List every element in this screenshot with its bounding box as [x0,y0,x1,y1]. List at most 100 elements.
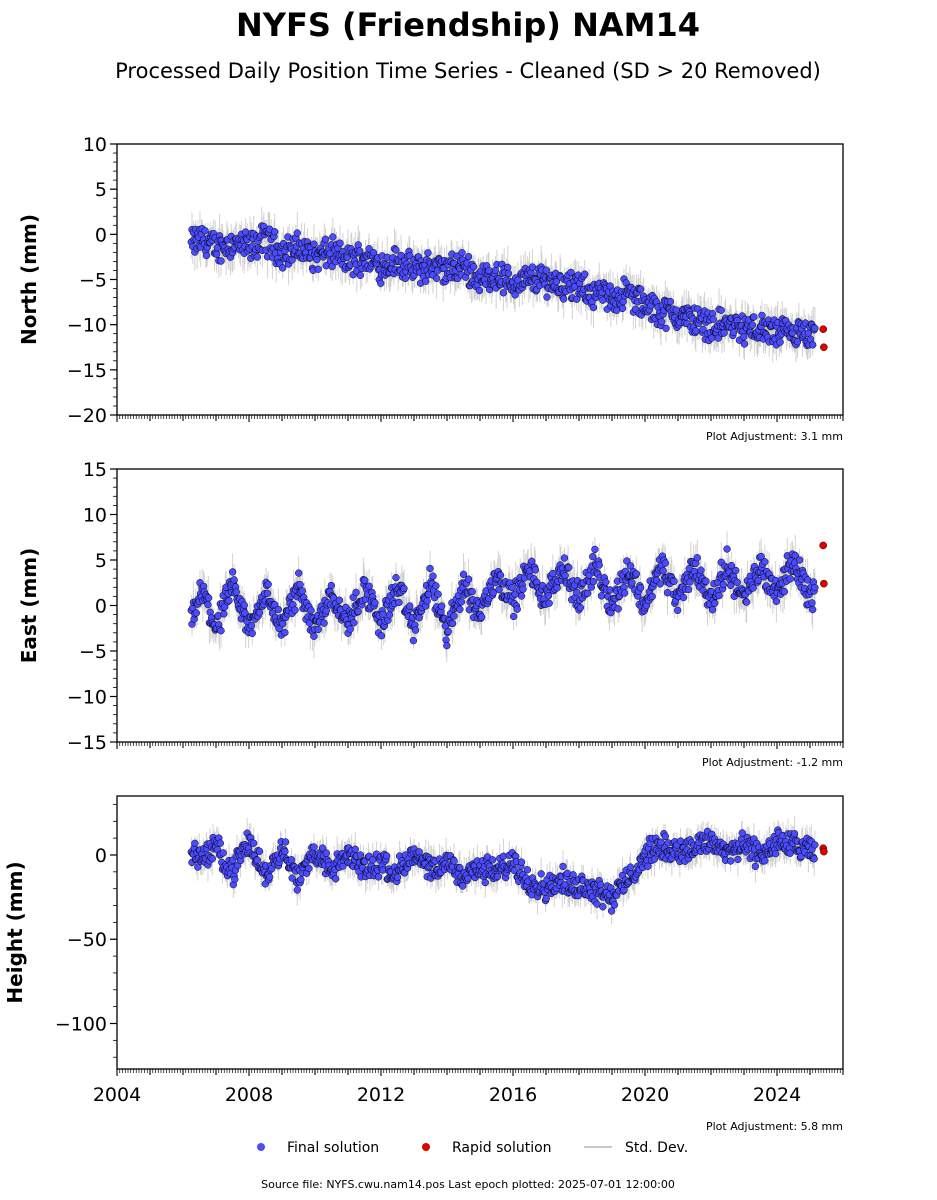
chart-subtitle: Processed Daily Position Time Series - C… [115,59,821,83]
final-solution-point [470,263,478,271]
final-solution-point [727,581,735,590]
final-solution-point [496,571,505,579]
y-tick-label: 5 [95,179,107,201]
final-solution-point [192,609,200,617]
final-solution-point [310,240,318,248]
final-solution-point [444,627,452,636]
final-solution-point [194,863,202,871]
final-solution-point [499,289,508,297]
y-tick-label: 10 [83,134,107,156]
final-solution-point [528,557,536,565]
final-solution-point [335,596,344,604]
final-solution-point [296,581,304,589]
final-solution-point [295,569,303,577]
final-solution-point [659,567,667,575]
final-solution-point [350,619,358,627]
final-solution-point [448,619,457,628]
final-solution-point [255,609,264,617]
final-solution-point [213,250,221,258]
final-solution-point [401,274,410,283]
final-solution-point [281,628,289,637]
final-solution-point [708,606,717,614]
final-solution-point [392,246,400,254]
final-solution-point [648,592,656,601]
final-solution-point [422,277,430,285]
final-solution-point [552,277,561,286]
final-solution-point [811,324,819,332]
final-solution-point [326,249,334,258]
final-solution-point [279,264,287,272]
final-solution-point [662,324,670,333]
final-solution-point [228,568,237,576]
north-panel: −20 −15 −10 −5 0 5 10 North (mm) Plot Adjustment… [17,134,844,443]
final-solution-point [614,605,622,613]
final-solution-point [379,610,387,619]
final-solution-point [279,620,287,628]
y-tick-label: 15 [83,459,107,481]
final-solution-point [567,268,575,277]
y-tick-label: 0 [95,224,107,246]
final-solution-point [392,573,400,582]
final-solution-point [793,338,802,346]
final-solution-point [406,602,414,610]
final-solution-point [459,570,468,578]
y-tick-label: 5 [95,550,107,572]
y-tick-label: −15 [67,732,107,754]
final-solution-point [543,293,551,301]
final-solution-point [468,587,476,596]
final-solution-point [727,561,736,570]
y-axis-label: North (mm) [17,214,41,345]
final-solution-point [434,590,442,598]
final-solution-point [328,262,336,271]
final-solution-point [464,253,473,261]
final-solution-point [748,321,757,329]
final-solution-point [679,593,688,602]
final-solution-point [322,607,330,615]
plot-adjustment-note: Plot Adjustment: -1.2 mm [702,756,843,769]
final-solution-point [519,585,527,593]
final-solution-point [248,629,256,637]
final-solution-point [395,598,403,607]
y-tick-label: −5 [79,641,107,663]
final-solution-point [456,605,464,613]
rapid-solution-point [819,325,828,333]
final-solution-point [219,849,227,857]
final-solution-point [544,592,553,600]
final-solution-point [581,270,589,278]
final-solution-point [561,571,569,580]
y-tick-label: −10 [67,687,107,709]
final-solution-point [517,592,526,600]
final-solution-points [187,222,819,349]
final-solution-point [658,318,666,326]
final-solution-point [217,627,225,635]
rapid-solution-point [820,343,828,352]
final-solution-point [291,606,299,614]
final-solution-point [719,580,728,589]
final-solution-point [740,333,748,341]
final-solution-point [202,251,211,260]
final-solution-point [464,575,473,583]
final-solution-point [693,554,701,562]
final-solution-point [509,612,518,621]
final-solution-point [656,580,664,588]
final-solution-point [288,256,296,264]
final-solution-point [732,566,740,575]
final-solution-point [621,589,629,597]
final-solution-point [602,578,610,586]
final-solution-point [271,228,279,236]
final-solution-point [565,563,573,572]
final-solution-point [205,594,213,602]
final-solution-point [293,229,301,237]
final-solution-point [385,611,394,619]
y-tick-label: 0 [95,596,107,618]
east-panel: −15 −10 −5 0 5 10 15 East (mm) Plot Adjustment: … [17,459,844,769]
final-solution-point [597,592,606,600]
final-solution-point [225,597,233,605]
final-solution-point [354,241,362,249]
final-solution-point [626,562,635,570]
final-solution-point [776,338,784,346]
final-solution-point [400,584,408,593]
final-solution-point [780,587,789,596]
final-solution-point [729,328,738,336]
